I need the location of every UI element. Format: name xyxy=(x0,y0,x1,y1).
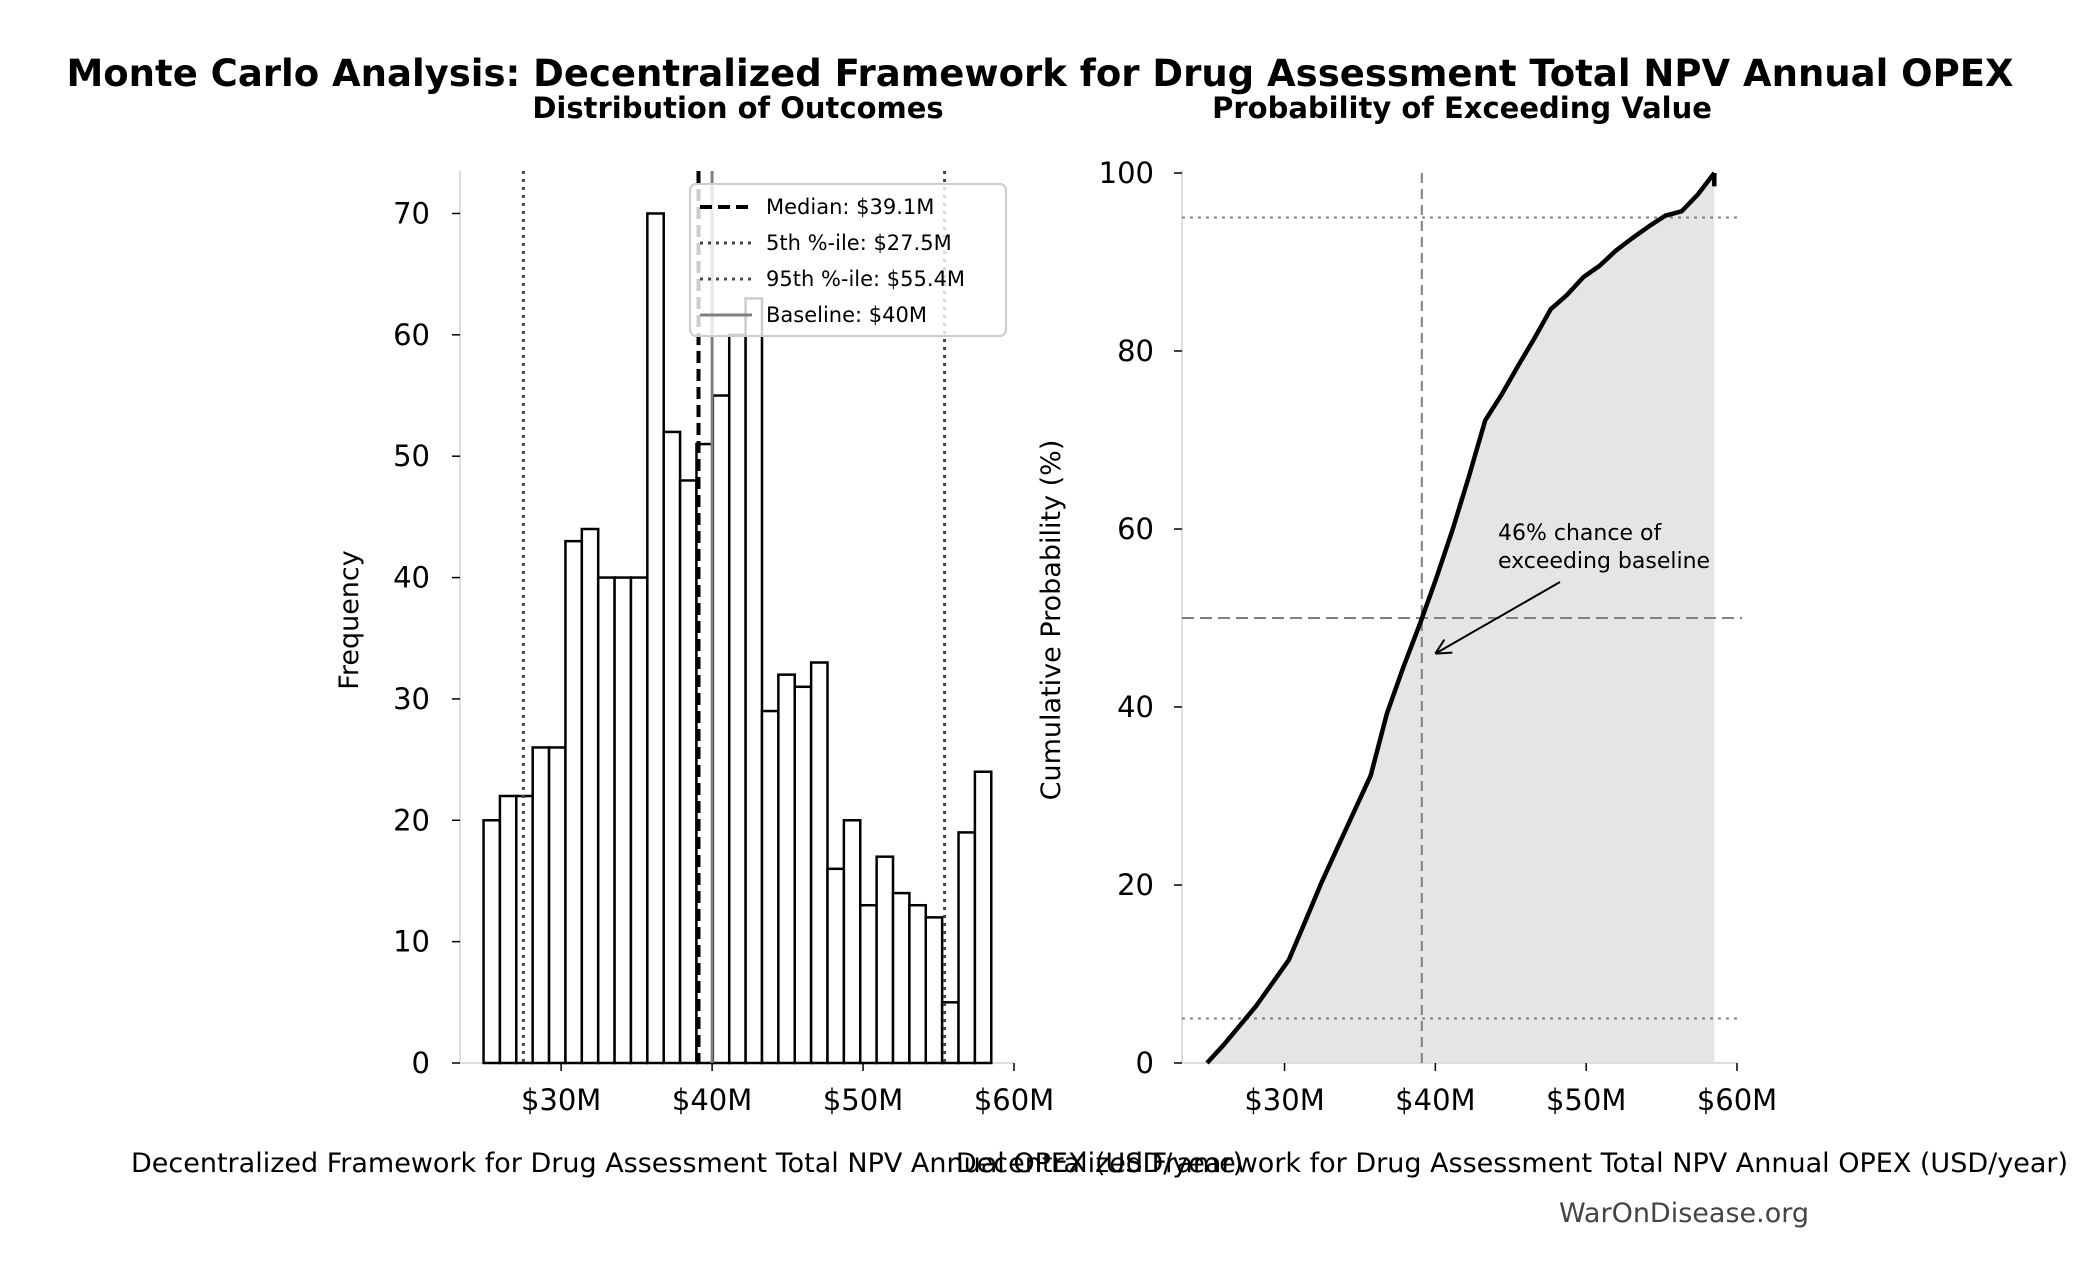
y-tick-label: 40 xyxy=(393,561,430,595)
annotation-text: exceeding baseline xyxy=(1498,549,1710,574)
x-tick-label: $40M xyxy=(1395,1083,1475,1117)
histogram-bar xyxy=(482,819,502,1065)
x-tick-label: $30M xyxy=(521,1083,601,1117)
legend-label: 5th %-ile: $27.5M xyxy=(766,231,952,255)
left-y-axis-label: Frequency xyxy=(334,550,365,690)
histogram-bar xyxy=(629,576,649,1065)
left-x-axis-label: Decentralized Framework for Drug Assessm… xyxy=(131,1148,1243,1179)
histogram-bar xyxy=(711,394,731,1065)
y-tick-label: 0 xyxy=(412,1046,430,1080)
y-tick-label: 60 xyxy=(393,318,430,352)
histogram-bar xyxy=(531,746,551,1065)
histogram-bar xyxy=(727,333,747,1065)
y-tick-label: 70 xyxy=(393,196,430,230)
histogram-bar xyxy=(842,819,862,1065)
right-x-axis-label: Decentralized Framework for Drug Assessm… xyxy=(956,1148,2068,1179)
annotation-text: 46% chance of xyxy=(1498,521,1662,546)
legend-label: Median: $39.1M xyxy=(766,195,934,219)
y-tick-label: 20 xyxy=(393,803,430,837)
legend-label: 95th %-ile: $55.4M xyxy=(766,267,965,291)
histogram-bar xyxy=(809,661,829,1065)
x-tick-label: $50M xyxy=(1546,1083,1626,1117)
legend-box xyxy=(689,183,1007,337)
histogram-bar xyxy=(498,794,518,1065)
y-tick-label: 30 xyxy=(393,682,430,716)
legend: Median: $39.1M 5th %-ile: $27.5M 95th %-il… xyxy=(689,183,1007,337)
histogram-bar xyxy=(613,576,633,1065)
histogram-chart: $30M $40M $50M $60M 0 10 20 30 40 50 60 70 Median: $… xyxy=(393,171,1054,1117)
x-tick-label: $60M xyxy=(1697,1083,1777,1117)
figure-title: Monte Carlo Analysis: Decentralized Fram… xyxy=(66,52,2013,95)
arrow-head-icon xyxy=(1434,639,1453,655)
y-tick-label: 40 xyxy=(1117,690,1154,724)
x-tick-label: $40M xyxy=(672,1083,752,1117)
histogram-bar xyxy=(777,673,796,1065)
x-tick-label: $30M xyxy=(1244,1083,1324,1117)
y-tick-label: 10 xyxy=(393,925,430,959)
cdf-line xyxy=(1205,171,1717,1065)
histogram-bar xyxy=(891,891,911,1065)
right-y-axis-label: Cumulative Probability (%) xyxy=(1036,440,1067,801)
cdf-chart: $30M $40M $50M $60M 0 20 40 60 80 100 46% chance o… xyxy=(1099,156,1778,1117)
y-tick-label: 20 xyxy=(1117,868,1154,902)
histogram-bar xyxy=(646,212,665,1065)
histogram-bar xyxy=(678,479,698,1065)
histogram-bar xyxy=(793,685,813,1065)
histogram-bar xyxy=(744,297,764,1065)
x-tick-label: $50M xyxy=(823,1083,903,1117)
histogram-bar xyxy=(957,831,977,1065)
histogram-bar xyxy=(908,903,928,1065)
histogram-bar xyxy=(924,916,944,1065)
histogram-bar xyxy=(760,709,780,1065)
y-tick-label: 0 xyxy=(1136,1046,1154,1080)
histogram-bar xyxy=(564,539,584,1065)
histogram-bar xyxy=(580,527,600,1065)
y-tick-label: 100 xyxy=(1099,156,1154,190)
histogram-bar xyxy=(973,770,993,1065)
y-tick-label: 50 xyxy=(393,439,430,473)
histogram-bar xyxy=(875,855,895,1065)
right-chart-title: Probability of Exceeding Value xyxy=(1212,91,1712,125)
histogram-bar xyxy=(826,867,846,1065)
left-chart-title: Distribution of Outcomes xyxy=(532,91,943,125)
histogram-bar xyxy=(596,576,616,1065)
y-tick-label: 80 xyxy=(1117,334,1154,368)
histogram-bar xyxy=(859,903,878,1065)
x-tick-label: $60M xyxy=(974,1083,1054,1117)
annotation-arrow xyxy=(1434,581,1561,655)
y-tick-label: 60 xyxy=(1117,512,1154,546)
legend-label: Baseline: $40M xyxy=(766,303,927,327)
histogram-bar xyxy=(547,746,567,1065)
watermark: WarOnDisease.org xyxy=(1559,1198,1809,1229)
histogram-bar xyxy=(662,430,682,1065)
